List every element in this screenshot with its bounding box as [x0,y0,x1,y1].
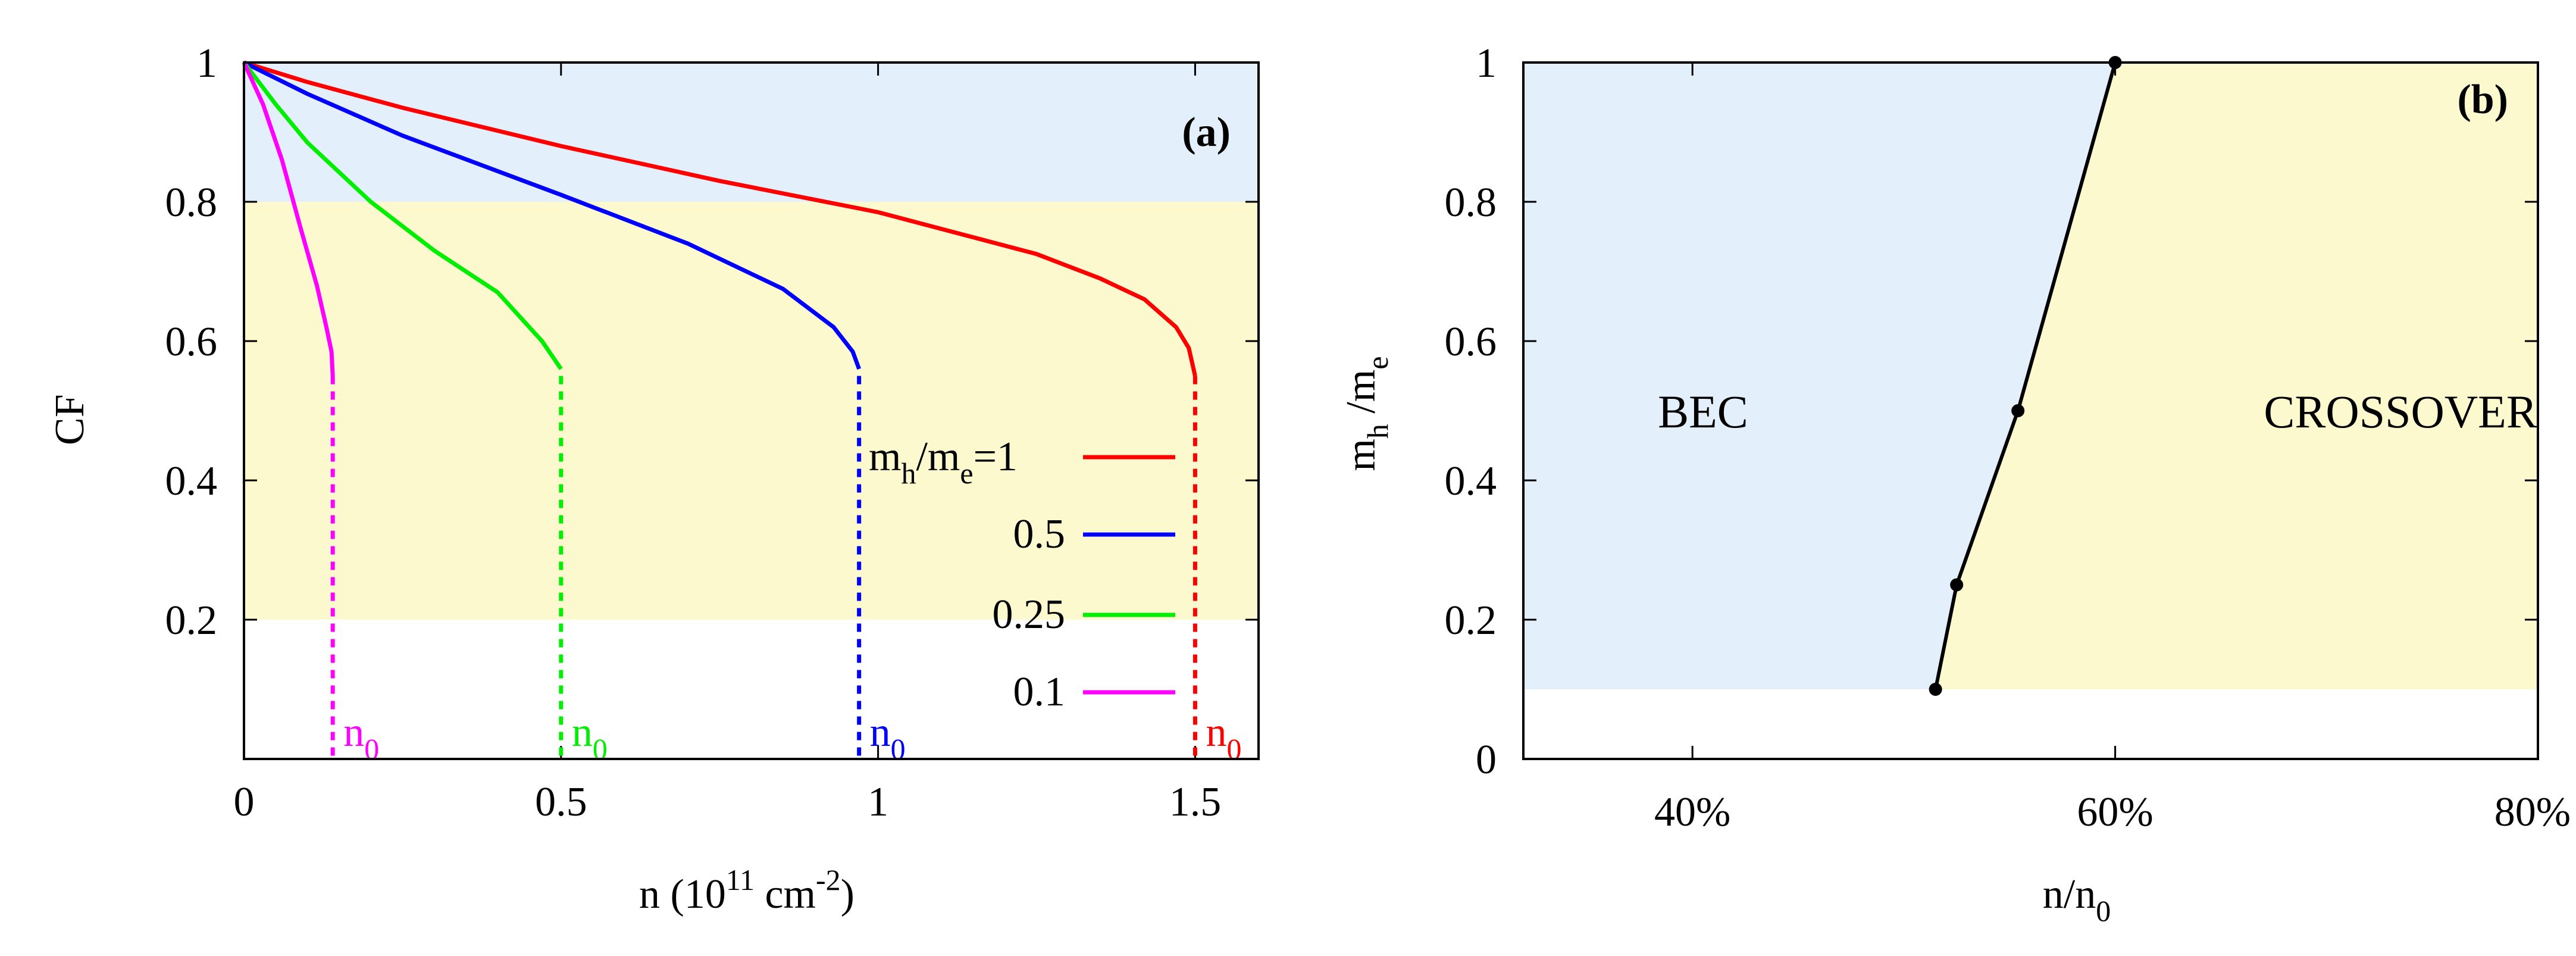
boundary-line [1933,62,2117,690]
y-tick-label: 0.4 [1445,458,1497,504]
x-axis-label-base: n (10 [639,871,726,917]
y-tick-label: 0.4 [165,458,218,504]
cf-curve-0.5 [243,60,861,370]
panel-label: (b) [2457,77,2508,123]
y-tick-label: 0.2 [1445,598,1497,643]
n0-n: n [870,710,891,755]
y-tick-label: 0.8 [1445,180,1497,226]
n0-sub: 0 [364,732,379,766]
cf-bands [244,63,1259,620]
cf-curve-0.25 [242,61,563,370]
n0-label-1: n0 [1206,710,1241,766]
legend-m: m [869,434,901,480]
n0-label-0.5: n0 [870,710,906,766]
x-axis-label-exp2: -2 [816,863,841,896]
bec-band [244,63,1259,202]
y-axis-label: mh /me [1338,356,1394,471]
y-tick-label: 0.2 [165,598,218,643]
n0-n: n [1206,710,1226,755]
x-tick-label: 80% [2494,789,2571,835]
x-label-sub: 0 [2096,894,2111,927]
y-label-m: m [1338,439,1384,471]
n0-sub: 0 [593,732,608,766]
legend-eq: =1 [974,434,1018,480]
panel-b: 40% 60% 80% 0 0.2 0.4 0.6 0.8 1 (b) BEC CROSSOV… [1338,40,2571,927]
y-label-e: e [1361,356,1394,369]
x-axis-label-mid: cm [755,871,816,917]
panel-label: (a) [1182,110,1231,155]
legend-label-1: mh/me=1 [869,434,1018,490]
cf-curve-1 [243,60,1197,377]
legend-label-0.1: 0.1 [1013,669,1066,715]
y-axis-ticks: 0.2 0.4 0.6 0.8 1 [165,40,1259,643]
crossover-region-label: CROSSOVER [2264,386,2537,438]
n0-sub: 0 [891,732,906,766]
x-axis-label-end: ) [841,871,855,917]
y-tick-label: 1 [1476,40,1497,86]
y-tick-label: 0.6 [1445,319,1497,365]
x-axis-ticks: 40% 60% 80% [1654,63,2571,835]
legend-e: e [960,457,973,490]
n0-sub: 0 [1226,732,1241,766]
y-axis-ticks: 0 0.2 0.4 0.6 0.8 1 [1445,40,2538,783]
plot-frame [243,61,1260,760]
y-label-h: h [1361,424,1394,439]
x-tick-label: 60% [2077,789,2153,835]
x-axis-label: n (1011 cm-2) [639,863,855,917]
x-tick-label: 40% [1654,789,1730,835]
y-axis-label: CF [47,394,93,445]
n0-n: n [572,710,593,755]
x-axis-ticks: 0 0.5 1 1.5 [234,63,1222,825]
boundary-point [2011,404,2025,417]
n0-label-0.1: n0 [343,710,379,766]
x-tick-label: 1 [868,779,888,825]
legend-swatches [1083,455,1175,695]
x-tick-label: 0 [234,779,255,825]
cf-curves [242,60,1197,377]
bec-region [1523,63,2115,689]
y-tick-label: 0.8 [165,180,218,226]
legend-label-0.25: 0.25 [993,592,1066,638]
boundary-point [1950,578,1964,592]
y-label-slash: /m [1338,370,1384,424]
x-axis-label: n/n0 [2043,871,2111,927]
crossover-band [244,202,1259,620]
x-tick-label: 0.5 [535,779,587,825]
bec-region-label: BEC [1658,386,1748,438]
n0-n: n [343,710,364,755]
phase-regions [1523,63,2538,689]
legend-h: h [901,457,916,490]
n0-label-0.25: n0 [572,710,608,766]
y-tick-label: 1 [196,40,217,86]
y-tick-label: 0 [1476,737,1497,783]
plot-frame [1522,61,2539,760]
cf-curve-0.1 [242,61,335,376]
boundary-point [1929,683,1942,696]
legend-slash: /m [916,434,960,480]
x-label-base: n/n [2043,871,2096,917]
legend-label-0.5: 0.5 [1013,511,1066,557]
y-tick-label: 0.6 [165,319,218,365]
x-axis-label-exp1: 11 [726,863,755,896]
x-tick-label: 1.5 [1169,779,1222,825]
legend: mh/me=1 0.5 0.25 0.1 [869,434,1175,715]
